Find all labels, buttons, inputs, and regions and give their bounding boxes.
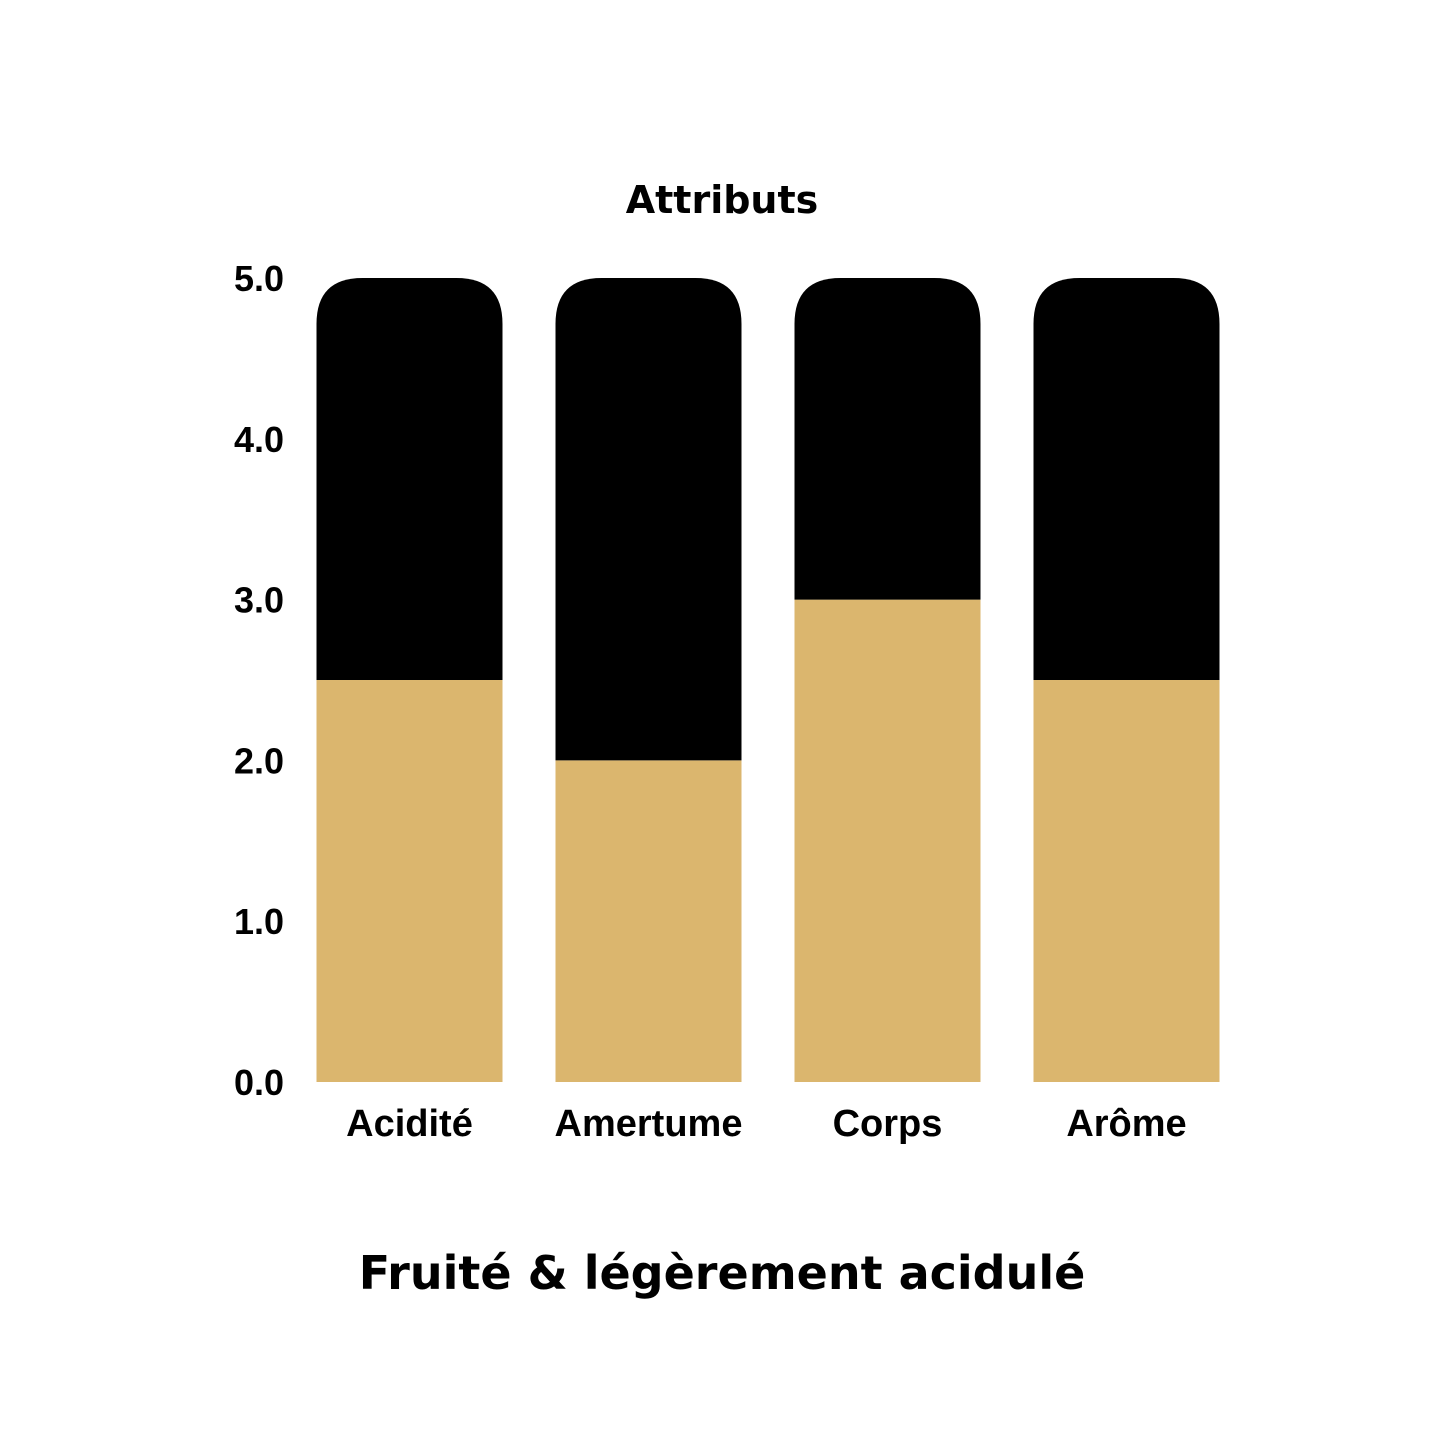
bars-group — [316, 278, 1220, 1082]
bar-segment-remaining — [555, 278, 742, 761]
bar-segment-value — [794, 599, 981, 1082]
bar-segment-remaining — [316, 278, 503, 680]
y-tick-label: 3.0 — [234, 580, 284, 621]
chart-subtitle: Fruité & légèrement acidulé — [359, 1246, 1086, 1300]
y-tick-label: 1.0 — [234, 901, 284, 942]
y-tick-label: 2.0 — [234, 740, 284, 781]
x-tick-label: Corps — [833, 1103, 943, 1145]
chart-title: Attributs — [626, 178, 819, 222]
bar-segment-value — [1033, 680, 1220, 1082]
x-axis-labels: Acidité Amertume Corps Arôme — [346, 1103, 1187, 1145]
bar-segment-remaining — [794, 278, 981, 600]
y-tick-label: 4.0 — [234, 419, 284, 460]
x-tick-label: Amertume — [555, 1103, 743, 1145]
x-tick-label: Arôme — [1066, 1103, 1186, 1145]
y-axis-ticks: 0.0 1.0 2.0 3.0 4.0 5.0 — [234, 258, 284, 1103]
bar-segment-remaining — [1033, 278, 1220, 680]
bar-segment-value — [555, 760, 742, 1082]
bar-segment-value — [316, 680, 503, 1082]
x-tick-label: Acidité — [346, 1103, 473, 1145]
y-tick-label: 0.0 — [234, 1062, 284, 1103]
y-tick-label: 5.0 — [234, 258, 284, 299]
